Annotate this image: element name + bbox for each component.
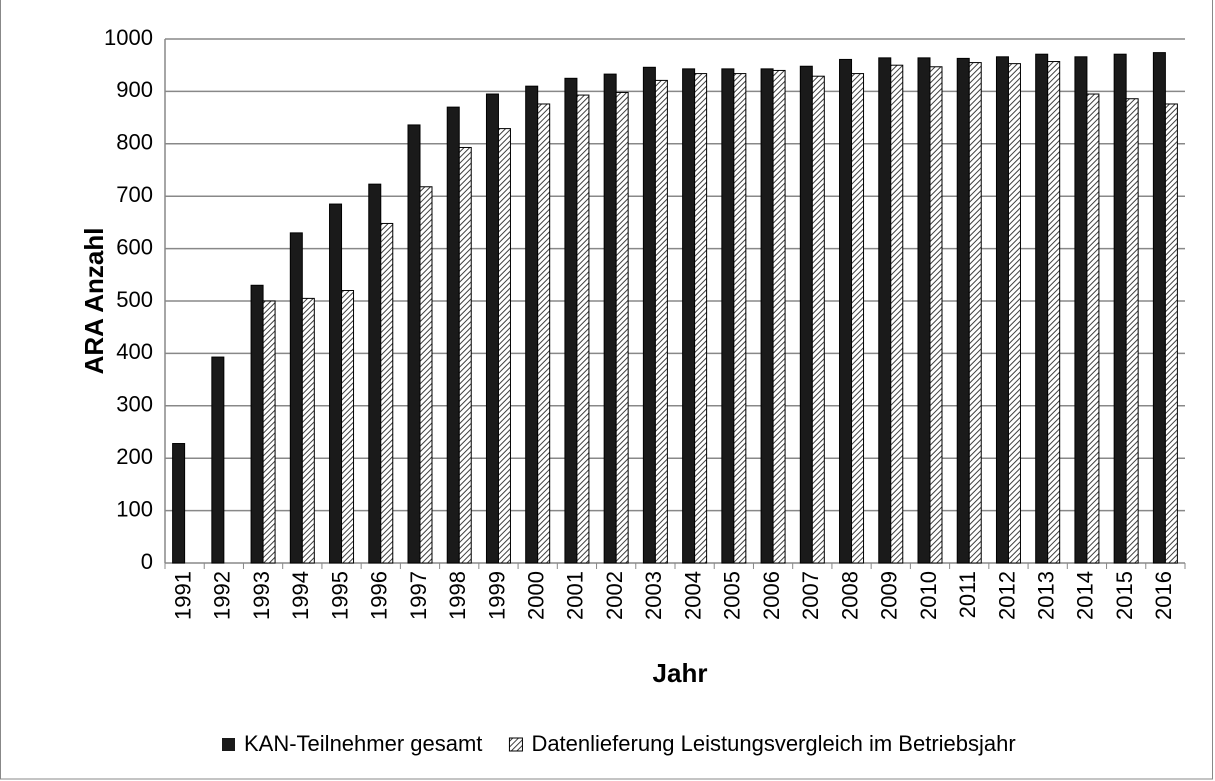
- bar: [1074, 56, 1088, 564]
- bar: [615, 91, 629, 564]
- bar: [1113, 53, 1127, 564]
- x-tick-label: 1991: [170, 571, 195, 620]
- x-tick-label: 2012: [994, 571, 1019, 620]
- bar: [811, 75, 825, 564]
- y-tick-label: 0: [141, 549, 153, 574]
- bar: [956, 57, 970, 564]
- bar: [995, 56, 1009, 564]
- bar: [250, 284, 264, 564]
- bar: [564, 77, 578, 564]
- x-tick-label: 1993: [249, 571, 274, 620]
- bar: [851, 73, 865, 564]
- bar: [172, 443, 186, 564]
- x-tick-label: 1992: [210, 571, 235, 620]
- x-tick-label: 2010: [916, 571, 941, 620]
- x-tick-label: 2008: [837, 571, 862, 620]
- bar: [1035, 53, 1049, 564]
- y-axis-title: ARA Anzahl: [79, 228, 109, 375]
- y-tick-label: 900: [116, 77, 153, 102]
- bar: [1152, 52, 1166, 564]
- y-tick-label: 1000: [104, 25, 153, 50]
- x-tick-label: 2004: [680, 571, 705, 620]
- bar: [917, 57, 931, 564]
- bar: [760, 68, 774, 564]
- bar: [603, 73, 617, 564]
- bar: [1086, 93, 1100, 564]
- y-tick-label: 300: [116, 392, 153, 417]
- x-tick-label: 2013: [1034, 571, 1059, 620]
- bar: [485, 93, 499, 564]
- x-tick-label: 2016: [1151, 571, 1176, 620]
- bar: [1007, 63, 1021, 564]
- bar: [368, 183, 382, 564]
- x-axis-title: Jahr: [653, 658, 708, 688]
- x-tick-label: 1997: [406, 571, 431, 620]
- bar: [968, 62, 982, 564]
- bar: [419, 186, 433, 564]
- x-tick-label: 2001: [563, 571, 588, 620]
- x-tick-label: 2015: [1112, 571, 1137, 620]
- x-tick-label: 1995: [327, 571, 352, 620]
- bar: [262, 300, 276, 564]
- bar: [301, 297, 315, 564]
- x-tick-label: 2003: [641, 571, 666, 620]
- bar: [772, 69, 786, 564]
- bar: [839, 58, 853, 564]
- x-tick-label: 2014: [1073, 571, 1098, 620]
- bar: [682, 68, 696, 564]
- y-tick-label: 800: [116, 130, 153, 155]
- bar: [497, 128, 511, 564]
- x-tick-label: 2006: [759, 571, 784, 620]
- x-tick-label: 1998: [445, 571, 470, 620]
- bar: [407, 124, 421, 564]
- x-tick-label: 2009: [877, 571, 902, 620]
- bar: [694, 73, 708, 564]
- bar: [878, 57, 892, 564]
- bar: [1125, 98, 1139, 564]
- bar: [211, 356, 225, 564]
- y-tick-label: 400: [116, 339, 153, 364]
- bar: [1164, 103, 1178, 564]
- y-tick-label: 700: [116, 182, 153, 207]
- legend-label: KAN-Teilnehmer gesamt: [244, 731, 482, 756]
- bar: [458, 146, 472, 564]
- legend-label: Datenlieferung Leistungsvergleich im Bet…: [531, 731, 1015, 756]
- y-tick-label: 600: [116, 234, 153, 259]
- x-tick-label: 1999: [484, 571, 509, 620]
- bar: [537, 103, 551, 564]
- bar: [525, 85, 539, 564]
- y-tick-label: 200: [116, 444, 153, 469]
- bar: [721, 68, 735, 564]
- y-tick-label: 500: [116, 287, 153, 312]
- x-tick-label: 2005: [720, 571, 745, 620]
- bar: [642, 66, 656, 564]
- legend-swatch: [222, 738, 235, 751]
- bar: [654, 79, 668, 564]
- x-tick-label: 2011: [955, 571, 980, 618]
- bar: [380, 222, 394, 564]
- x-tick-label: 1994: [288, 571, 313, 620]
- bar: [799, 65, 813, 564]
- bar: [289, 232, 303, 564]
- bar: [890, 64, 904, 564]
- x-tick-label: 2000: [524, 571, 549, 620]
- x-tick-label: 2007: [798, 571, 823, 620]
- x-tick-label: 1996: [367, 571, 392, 620]
- x-tick-label: 2002: [602, 571, 627, 620]
- bar: [733, 73, 747, 564]
- bar: [329, 203, 343, 564]
- legend-swatch: [508, 737, 523, 752]
- bar: [929, 66, 943, 564]
- bar: [576, 94, 590, 564]
- bar: [446, 106, 460, 564]
- bar: [1047, 61, 1061, 564]
- bar: [341, 290, 355, 564]
- y-tick-label: 100: [116, 496, 153, 521]
